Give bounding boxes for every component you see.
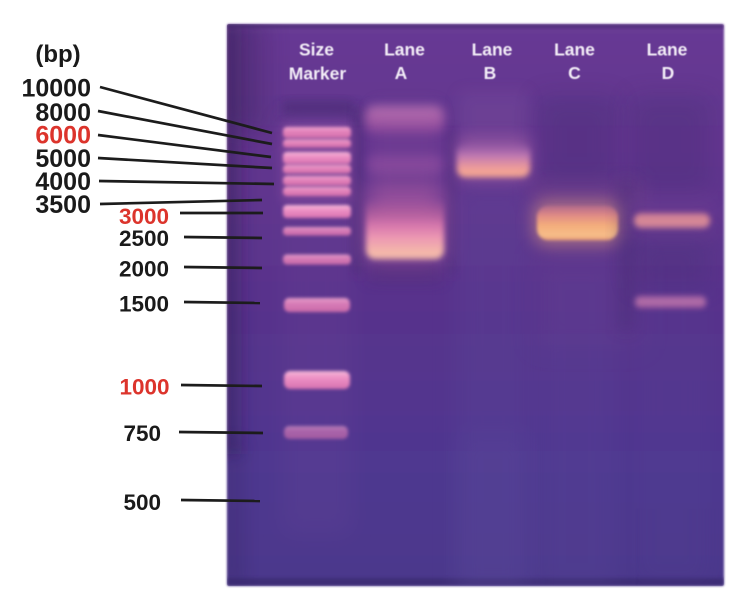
- svg-text:Lane: Lane: [472, 39, 513, 59]
- svg-text:Lane: Lane: [647, 39, 688, 59]
- svg-text:6000: 6000: [35, 122, 91, 150]
- svg-text:B: B: [484, 63, 497, 83]
- svg-text:10000: 10000: [21, 75, 91, 103]
- svg-text:8000: 8000: [35, 99, 91, 127]
- svg-text:Lane: Lane: [384, 39, 425, 59]
- svg-text:Size: Size: [299, 39, 334, 59]
- svg-text:500: 500: [123, 490, 161, 515]
- svg-text:A: A: [395, 63, 408, 83]
- svg-text:3500: 3500: [35, 191, 91, 219]
- svg-text:3000: 3000: [119, 204, 169, 229]
- svg-text:5000: 5000: [35, 145, 91, 173]
- svg-text:4000: 4000: [35, 168, 91, 196]
- svg-text:1500: 1500: [119, 291, 169, 316]
- svg-text:Lane: Lane: [554, 39, 595, 59]
- svg-text:(bp): (bp): [35, 41, 80, 68]
- svg-text:2500: 2500: [119, 226, 169, 251]
- svg-text:C: C: [568, 63, 581, 83]
- svg-text:D: D: [662, 63, 675, 83]
- svg-text:1000: 1000: [119, 374, 169, 399]
- svg-text:Marker: Marker: [289, 63, 347, 83]
- svg-text:2000: 2000: [119, 256, 169, 281]
- svg-text:750: 750: [123, 421, 161, 446]
